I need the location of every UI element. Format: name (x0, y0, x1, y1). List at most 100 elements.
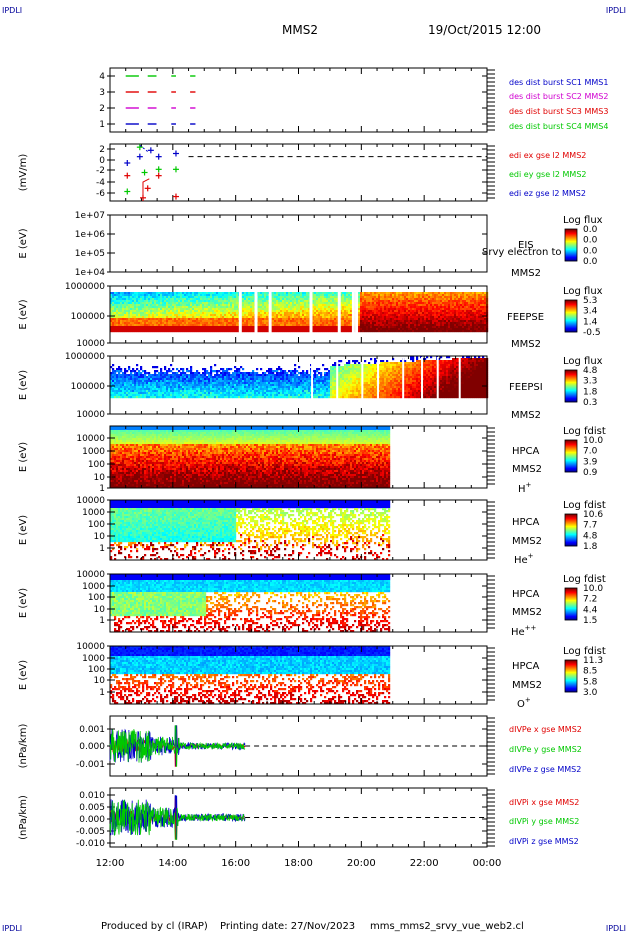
feepsi-cell (134, 388, 137, 391)
feepse-cell (364, 326, 367, 329)
feepsi-cell (134, 396, 137, 399)
feepsi-cell (144, 376, 147, 379)
feepse-cell (464, 312, 467, 315)
feepse-cell (248, 326, 251, 329)
feepse-cell (318, 304, 321, 307)
feepse-cell (130, 330, 133, 333)
feepse-cell (346, 314, 349, 317)
feepse-cell (158, 306, 161, 309)
feepsi-cell (192, 392, 195, 395)
feepsi-cell (128, 396, 131, 399)
feepse-cell (206, 306, 209, 309)
feepse-cell (372, 298, 375, 301)
feepse-cell (474, 316, 477, 319)
feepsi-cell (136, 384, 139, 387)
feepse-cell (220, 292, 223, 295)
feepse-cell (194, 302, 197, 305)
feepse-cell (278, 318, 281, 321)
feepse-cell (258, 314, 261, 317)
eis-ytick-label: 1e+07 (75, 211, 105, 221)
feepse-cell (162, 292, 165, 295)
feepse-cell (368, 308, 371, 311)
feepsi-cell (150, 376, 153, 379)
feepsi-cell (182, 374, 185, 377)
feepse-cell (416, 292, 419, 295)
feepse-cell (170, 328, 173, 331)
feepse-cell (340, 304, 343, 307)
feepse-cell (328, 318, 331, 321)
feepse-cell (274, 298, 277, 301)
feepse-cell (454, 328, 457, 331)
feepsi-cell (216, 370, 219, 373)
feepse-cell (258, 302, 261, 305)
feepse-cell (224, 304, 227, 307)
feepse-cell (122, 304, 125, 307)
feepse-cell (208, 312, 211, 315)
feepse-colorbar-step (565, 304, 577, 306)
feepse-cell (138, 310, 141, 313)
feepse-cell (444, 302, 447, 305)
feepse-cell (386, 326, 389, 329)
feepsi-cell (148, 376, 151, 379)
feepse-cell (388, 318, 391, 321)
feepse-cell (292, 318, 295, 321)
feepse-cell (398, 308, 401, 311)
feepse-cell (484, 294, 487, 297)
feepse-cell (296, 312, 299, 315)
feepse-cell (460, 328, 463, 331)
feepsi-cell (218, 384, 221, 387)
feepsi-cell (158, 392, 161, 395)
feepse-cell (262, 320, 265, 323)
feepsi-cell (120, 378, 123, 381)
feepse-cell (126, 324, 129, 327)
feepsi-cell (142, 392, 145, 395)
feepse-cell (460, 296, 463, 299)
feepse-cell (432, 308, 435, 311)
feepse-cell (358, 320, 361, 323)
feepsi-cell (130, 384, 133, 387)
feepse-data-gap (238, 287, 242, 342)
feepsi-cell (134, 372, 137, 375)
feepse-cell (304, 294, 307, 297)
feepse-cell (212, 312, 215, 315)
feepsi-cell (176, 386, 179, 389)
feepse-cell (334, 320, 337, 323)
feepse-cell (116, 322, 119, 325)
feepsi-cell (162, 374, 165, 377)
feepse-cell (326, 326, 329, 329)
feepse-cell (120, 310, 123, 313)
feepse-cell (344, 306, 347, 309)
feepse-colorbar-step (565, 320, 577, 322)
feepsi-cell (146, 396, 149, 399)
feepse-cell (476, 324, 479, 327)
feepse-cell (370, 316, 373, 319)
feepsi-cell (166, 374, 169, 377)
feepse-cell (384, 292, 387, 295)
feepse-cell (450, 312, 453, 315)
feepse-cell (292, 330, 295, 333)
feepse-cell (478, 306, 481, 309)
feepse-cell (200, 304, 203, 307)
feepse-cell (340, 308, 343, 311)
feepse-cell (376, 294, 379, 297)
feepse-cell (198, 304, 201, 307)
feepsi-cell (142, 382, 145, 385)
feepse-cell (134, 308, 137, 311)
feepse-cell (470, 294, 473, 297)
feepse-cell (266, 320, 269, 323)
feepse-cell (192, 304, 195, 307)
feepse-cell (298, 302, 301, 305)
feepse-cell (482, 304, 485, 307)
feepse-cell (472, 324, 475, 327)
feepse-cell (294, 312, 297, 315)
feepse-cell (312, 306, 315, 309)
feepse-cell (220, 322, 223, 325)
feepse-cell (172, 310, 175, 313)
feepse-cell (224, 316, 227, 319)
feepse-cell (470, 302, 473, 305)
feepse-cell (220, 316, 223, 319)
feepse-cell (390, 324, 393, 327)
feepse-cell (320, 296, 323, 299)
feepse-cell (350, 308, 353, 311)
feepse-cell (132, 308, 135, 311)
